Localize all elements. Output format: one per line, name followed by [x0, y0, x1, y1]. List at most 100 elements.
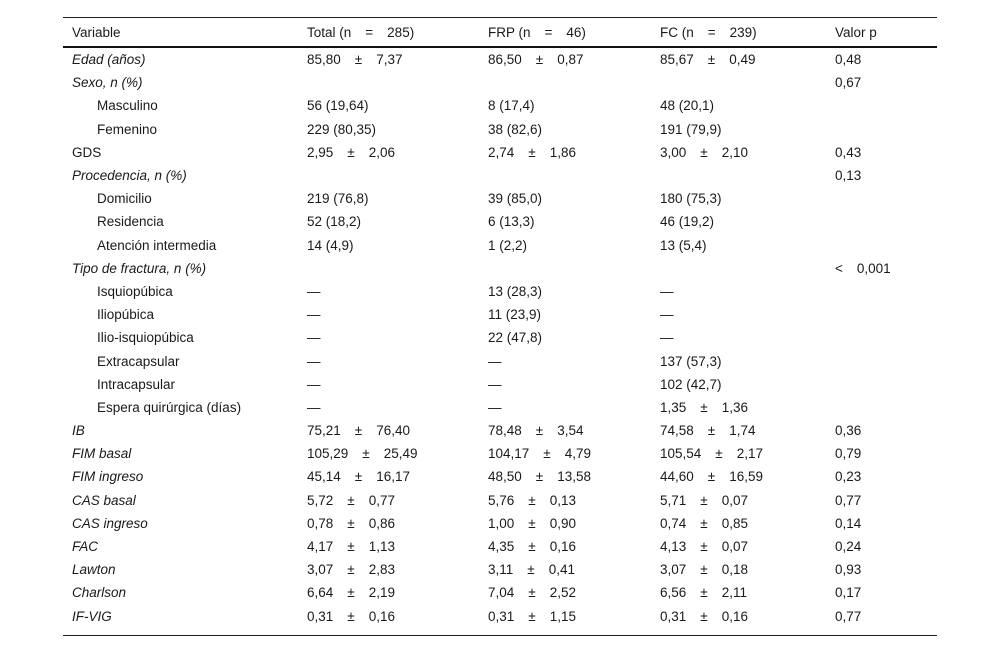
value-text: 137 (57,3)	[660, 353, 722, 369]
table-row: Charlson 6,64 ±2,19 7,04 ±2,52 6,56 ±2,11 0,17	[63, 581, 937, 604]
value-cell: 3,11 ±0,41	[488, 562, 660, 577]
value-text: 1,35	[660, 399, 687, 415]
value-cell: 4,13 ±0,07	[660, 539, 835, 554]
value-cell: 52 (18,2)	[307, 214, 488, 229]
value-text: 0,16	[549, 539, 576, 555]
row-label-text: Sexo, n (%)	[72, 75, 143, 91]
value-cell: 1,35 ±1,36	[660, 400, 835, 415]
value-cell: 0,31 ±0,16	[660, 609, 835, 624]
row-label: CAS basal	[63, 493, 307, 508]
value-text: 45,14	[307, 469, 341, 485]
value-text: 0,93	[835, 562, 862, 578]
row-label-text: FAC	[72, 539, 98, 555]
value-text: 5,71	[660, 492, 687, 508]
value-text: 2,52	[549, 585, 576, 601]
value-text: 0,001	[856, 260, 891, 276]
value-text: 0,77	[835, 492, 862, 508]
value-cell: —	[307, 354, 488, 369]
value-text: 2,06	[368, 144, 395, 160]
value-text: —	[307, 376, 321, 392]
value-text: ±	[715, 446, 723, 462]
value-cell: —	[488, 354, 660, 369]
value-text: ±	[347, 492, 355, 508]
value-text: 3,07	[660, 562, 687, 578]
value-cell: —	[488, 400, 660, 415]
value-text: ±	[347, 515, 355, 531]
value-cell: 104,17 ±4,79	[488, 446, 660, 461]
value-cell: 86,50 ±0,87	[488, 52, 660, 67]
table-row: IF-VIG 0,31 ±0,16 0,31 ±1,15 0,31 ±0,16 0,77	[63, 605, 937, 628]
value-text: 0,36	[835, 423, 862, 439]
row-label: Ilio-isquiopúbica	[63, 330, 307, 345]
value-text: 0,23	[835, 469, 862, 485]
value-text: 3,11	[488, 562, 514, 578]
value-cell: 0,67	[835, 75, 937, 90]
value-text: 104,17	[488, 446, 530, 462]
value-text: 0,07	[721, 539, 748, 555]
value-cell: 5,76 ±0,13	[488, 493, 660, 508]
value-text: —	[488, 376, 502, 392]
statistics-table: Variable Total (n = 285) FRP (n = 46) FC (n = 239…	[63, 17, 937, 636]
table-body: Edad (años) 85,80 ±7,37 86,50 ±0,87 85,67 ±0,4…	[63, 48, 937, 628]
value-cell: —	[307, 400, 488, 415]
value-cell: 45,14 ±16,17	[307, 469, 488, 484]
table-row: Lawton 3,07 ±2,83 3,11 ±0,41 3,07 ±0,18 0,93	[63, 558, 937, 581]
value-text: 0,31	[488, 608, 515, 624]
value-text: ±	[362, 446, 370, 462]
value-text: 52 (18,2)	[307, 214, 362, 230]
value-text: 0,48	[835, 52, 862, 68]
table-row: Residencia 52 (18,2) 6 (13,3) 46 (19,2)	[63, 210, 937, 233]
value-text: 1,15	[549, 608, 576, 624]
column-header-text: Valor p	[835, 24, 877, 40]
table-bottom-rule	[63, 634, 937, 636]
row-label: Lawton	[63, 562, 307, 577]
row-label-text: CAS basal	[72, 492, 136, 508]
row-label: Charlson	[63, 585, 307, 600]
table-row: Masculino 56 (19,64) 8 (17,4) 48 (20,1)	[63, 94, 937, 117]
value-cell: <0,001	[835, 261, 937, 276]
column-header-text: Total (n	[307, 24, 352, 40]
row-label: FIM basal	[63, 446, 307, 461]
value-text: 5,72	[307, 492, 334, 508]
value-cell: —	[660, 307, 835, 322]
table-row: Espera quirúrgica (días) — — 1,35 ±1,36	[63, 396, 937, 419]
value-text: 0,77	[368, 492, 395, 508]
value-text: 7,04	[488, 585, 515, 601]
value-text: 2,10	[721, 144, 748, 160]
row-label-text: Tipo de fractura, n (%)	[72, 260, 207, 276]
row-label: GDS	[63, 145, 307, 160]
value-cell: 48,50 ±13,58	[488, 469, 660, 484]
value-text: 48 (20,1)	[660, 98, 715, 114]
value-cell: 5,72 ±0,77	[307, 493, 488, 508]
value-text: ±	[700, 562, 708, 578]
value-cell: 1,00 ±0,90	[488, 516, 660, 531]
row-label-text: Edad (años)	[72, 52, 146, 68]
value-text: 1,00	[488, 515, 515, 531]
row-label: Edad (años)	[63, 52, 307, 67]
value-cell: 4,17 ±1,13	[307, 539, 488, 554]
value-text: 2,95	[307, 144, 334, 160]
column-header: Total (n = 285)	[307, 25, 488, 40]
table-row: Atención intermedia 14 (4,9) 1 (2,2) 13 (5,…	[63, 234, 937, 257]
value-text: 4,17	[307, 539, 334, 555]
table-row: FIM basal 105,29 ±25,49 104,17 ±4,79 105,54 ±2…	[63, 442, 937, 465]
value-cell: 105,29 ±25,49	[307, 446, 488, 461]
value-text: ±	[700, 144, 708, 160]
value-cell: 74,58 ±1,74	[660, 423, 835, 438]
value-text: ±	[347, 585, 355, 601]
value-text: 2,17	[736, 446, 763, 462]
value-cell: 0,74 ±0,85	[660, 516, 835, 531]
row-label: Iliopúbica	[63, 307, 307, 322]
value-text: 48,50	[488, 469, 522, 485]
value-text: ±	[528, 515, 536, 531]
value-text: 13 (5,4)	[660, 237, 707, 253]
value-cell: 0,79	[835, 446, 937, 461]
value-text: 1,13	[368, 539, 395, 555]
row-label: FAC	[63, 539, 307, 554]
value-text: —	[307, 330, 321, 346]
value-text: 6 (13,3)	[488, 214, 535, 230]
value-text: 3,07	[307, 562, 334, 578]
value-cell: 3,07 ±2,83	[307, 562, 488, 577]
table-row: IB 75,21 ±76,40 78,48 ±3,54 74,58 ±1,74 0,36	[63, 419, 937, 442]
value-text: 0,16	[368, 608, 395, 624]
